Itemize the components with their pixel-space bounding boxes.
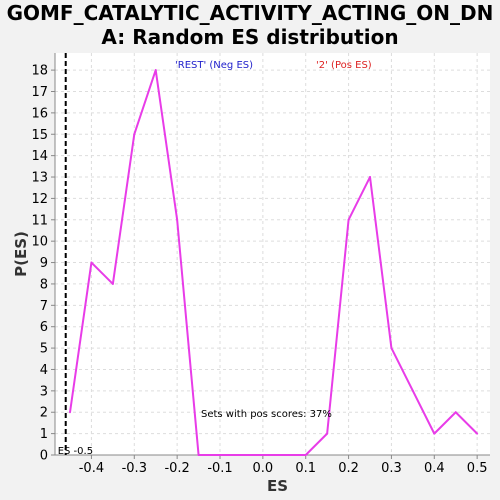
plot-area [55, 53, 490, 455]
series-line [69, 69, 478, 456]
y-tick-label: 17 [31, 85, 48, 100]
y-tick-label: 14 [31, 149, 48, 164]
y-tick-label: 10 [31, 235, 48, 250]
x-tick-label: 0.5 [467, 461, 488, 476]
y-tick-label: 16 [31, 106, 48, 121]
data-point [390, 347, 393, 350]
data-point [283, 454, 286, 456]
x-tick-label: -0.1 [207, 461, 232, 476]
data-point [411, 389, 414, 392]
x-tick-label: 0.3 [381, 461, 402, 476]
grid [55, 53, 490, 456]
x-tick-label: 0.2 [338, 461, 359, 476]
y-tick-label: 6 [40, 320, 48, 335]
data-point [111, 282, 114, 285]
data-point [90, 261, 93, 264]
x-tick-label: -0.3 [122, 461, 147, 476]
data-point [433, 432, 436, 435]
chart-title-line-1: GOMF_CATALYTIC_ACTIVITY_ACTING_ON_DN [6, 1, 494, 25]
y-tick-label: 3 [40, 384, 48, 399]
data-point [304, 454, 307, 456]
y-tick-label: 4 [40, 363, 48, 378]
y-tick-label: 13 [31, 171, 48, 186]
chart-title-line-2: A: Random ES distribution [101, 25, 399, 49]
data-point [133, 133, 136, 136]
y-tick-label: 7 [40, 299, 48, 314]
y-tick-label: 0 [40, 449, 48, 464]
data-point [197, 454, 200, 456]
x-tick-label: -0.4 [79, 461, 104, 476]
x-tick-label: 0.0 [253, 461, 274, 476]
x-axis-label: ES [267, 477, 288, 495]
data-point [476, 432, 479, 435]
y-tick-label: 12 [31, 192, 48, 207]
x-tick-label: -0.2 [164, 461, 189, 476]
data-point [154, 69, 157, 72]
y-axis-label: P(ES) [12, 231, 30, 277]
series-layer [69, 69, 479, 456]
data-point [326, 432, 329, 435]
data-point [369, 176, 371, 179]
y-tick-label: 18 [31, 64, 48, 79]
pos-es-label: '2' (Pos ES) [316, 60, 372, 71]
sets-pos-scores-label: Sets with pos scores: 37% [201, 409, 332, 420]
data-point [261, 454, 264, 456]
y-tick-label: 8 [40, 277, 48, 292]
x-tick-label: 0.1 [295, 461, 316, 476]
y-tick-label: 9 [40, 256, 48, 271]
y-tick-label: 5 [40, 342, 48, 357]
y-tick-label: 1 [40, 427, 48, 442]
data-point [219, 454, 221, 456]
x-tick-label: 0.4 [424, 461, 445, 476]
data-point [176, 218, 179, 221]
y-tick-label: 11 [31, 213, 48, 228]
data-point [240, 454, 243, 456]
y-tick-label: 2 [40, 406, 48, 421]
neg-es-label: 'REST' (Neg ES) [175, 60, 253, 71]
data-point [347, 218, 350, 221]
y-tick-label: 15 [31, 128, 48, 143]
data-point [69, 411, 71, 414]
data-point [454, 411, 457, 414]
es-marker-label: ES -0.5 [58, 446, 93, 457]
